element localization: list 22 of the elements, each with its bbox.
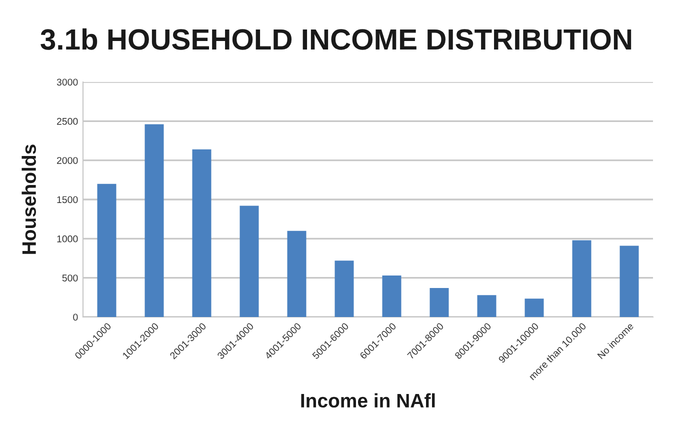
bar [572, 240, 592, 317]
bar [192, 149, 212, 317]
y-tick-label: 1500 [57, 196, 78, 204]
bar [334, 260, 354, 317]
bar [430, 288, 449, 317]
bar [620, 246, 639, 317]
y-tick-label: 1000 [57, 235, 78, 242]
y-tick-label: 500 [62, 274, 78, 282]
y-tick-label: 2000 [57, 157, 78, 164]
bar [477, 295, 496, 317]
bar [97, 184, 116, 317]
bar [240, 206, 259, 317]
bar [382, 275, 402, 317]
y-tick-label: 2500 [57, 118, 78, 125]
y-tick-label: 3000 [56, 78, 78, 86]
x-axis-title: Income in NAfl [301, 393, 435, 408]
bar [144, 124, 164, 317]
y-axis-title: Households [22, 144, 36, 254]
y-tick-label: 0 [73, 314, 78, 321]
chart-title: 3.1b HOUSEHOLD INCOME DISTRIBUTION [40, 28, 632, 50]
bar [287, 230, 306, 317]
bar [524, 298, 544, 317]
